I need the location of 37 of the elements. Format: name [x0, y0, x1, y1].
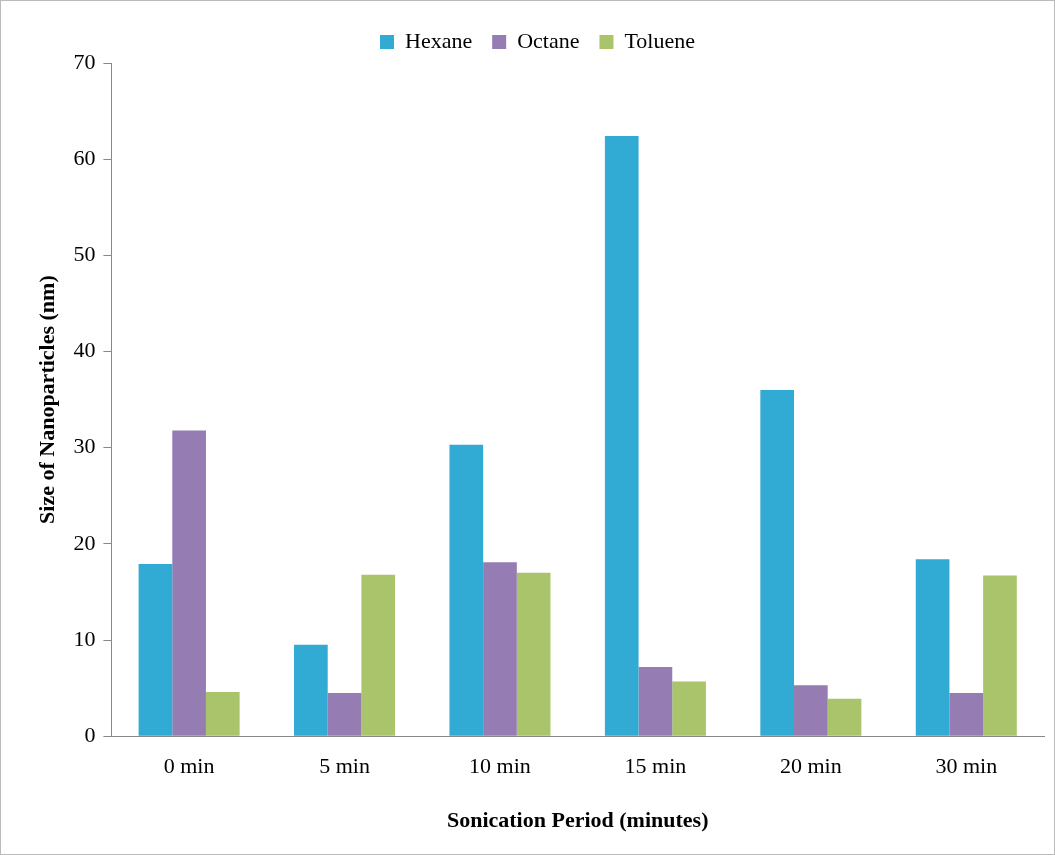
- y-tick-label: 10: [73, 625, 96, 651]
- bar: [516, 572, 551, 736]
- bar: [205, 691, 240, 736]
- y-tick-label: 30: [73, 433, 96, 459]
- bar: [172, 430, 206, 736]
- bar: [915, 559, 950, 736]
- y-tick-label: 40: [73, 337, 96, 363]
- bar: [361, 574, 396, 736]
- x-tick-label: 15 min: [624, 753, 687, 779]
- legend-label: Hexane: [404, 27, 473, 53]
- x-tick-label: 5 min: [319, 753, 370, 779]
- bar: [794, 685, 828, 736]
- bar: [138, 564, 173, 736]
- bar: [983, 575, 1017, 736]
- x-axis-title: Sonication Period (minutes): [446, 807, 709, 833]
- bar: [327, 692, 362, 736]
- bar: [449, 444, 484, 736]
- legend-label: Octane: [517, 27, 580, 53]
- y-tick-label: 20: [73, 529, 96, 555]
- bar: [672, 681, 706, 736]
- bar: [483, 562, 517, 736]
- x-tick-label: 20 min: [779, 753, 842, 779]
- bar: [638, 666, 673, 736]
- x-tick-label: 10 min: [469, 753, 531, 779]
- y-tick-label: 50: [73, 241, 96, 267]
- x-tick-label: 0 min: [163, 753, 215, 779]
- y-tick-label: 70: [73, 48, 96, 74]
- y-tick-label: 0: [84, 721, 96, 747]
- x-tick-label: 30 min: [935, 753, 998, 779]
- y-axis-title: Size of Nanoparticles (nm): [33, 275, 59, 524]
- bar: [827, 698, 862, 736]
- legend-label: Toluene: [624, 27, 696, 53]
- bar: [604, 136, 639, 736]
- bar: [760, 389, 795, 736]
- y-tick-label: 60: [73, 144, 96, 170]
- bar: [949, 692, 984, 736]
- bar: [294, 644, 328, 736]
